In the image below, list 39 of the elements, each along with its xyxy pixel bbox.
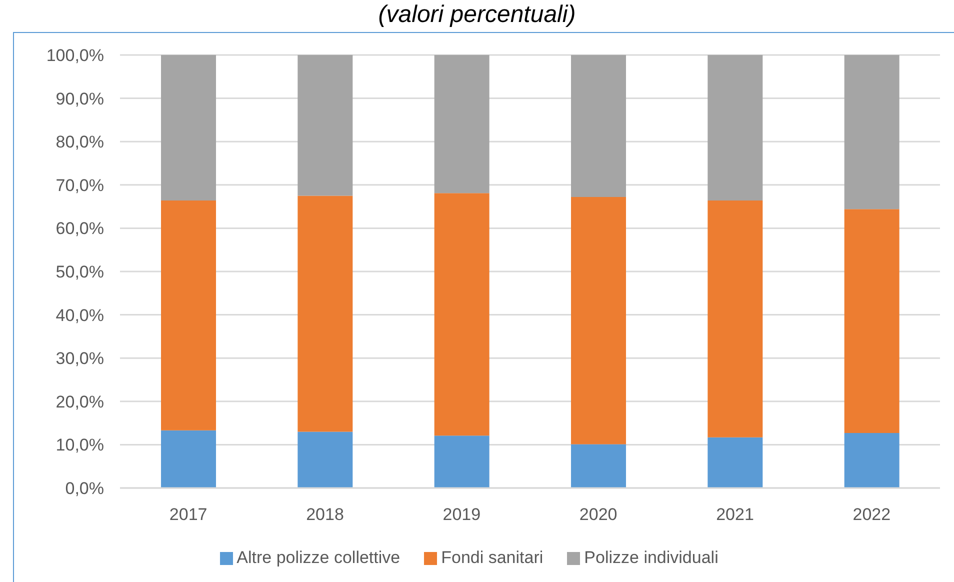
bar [571,55,626,198]
bar [708,55,763,200]
bar [844,433,900,488]
y-tick-label: 70,0% [56,176,104,195]
x-tick-label: 2019 [442,505,481,524]
y-tick-label: 40,0% [56,306,104,325]
x-tick-label: 2017 [169,505,208,524]
y-tick-label: 30,0% [56,349,104,368]
y-tick-label: 90,0% [56,89,104,108]
bar [161,200,216,430]
x-tick-label: 2021 [716,505,754,524]
x-tick-label: 2020 [579,505,618,524]
bar [844,209,900,434]
bar [571,197,626,444]
bar [298,432,353,488]
y-tick-label: 20,0% [56,392,104,412]
legend-label: Fondi sanitari [441,548,544,567]
y-tick-label: 50,0% [56,262,104,282]
y-tick-label: 0,0% [65,479,104,498]
bar [161,430,216,488]
bar [434,55,490,194]
x-tick-label: 2022 [852,505,891,524]
legend-label: Polizze individuali [584,548,718,567]
y-tick-label: 10,0% [56,436,104,455]
bar [434,193,490,436]
bar [298,196,353,432]
bar [571,444,626,488]
bar [844,55,900,210]
x-tick-label: 2018 [306,505,344,524]
bar [708,437,763,488]
bar [708,200,763,438]
y-tick-label: 100,0% [46,46,104,66]
legend-label: Altre polizze collettive [236,548,400,567]
chart-title: (valori percentuali) [377,0,577,30]
bar [434,436,490,488]
bar [298,55,353,196]
bar [161,55,216,200]
y-tick-label: 60,0% [56,219,104,238]
y-tick-label: 80,0% [56,132,104,152]
